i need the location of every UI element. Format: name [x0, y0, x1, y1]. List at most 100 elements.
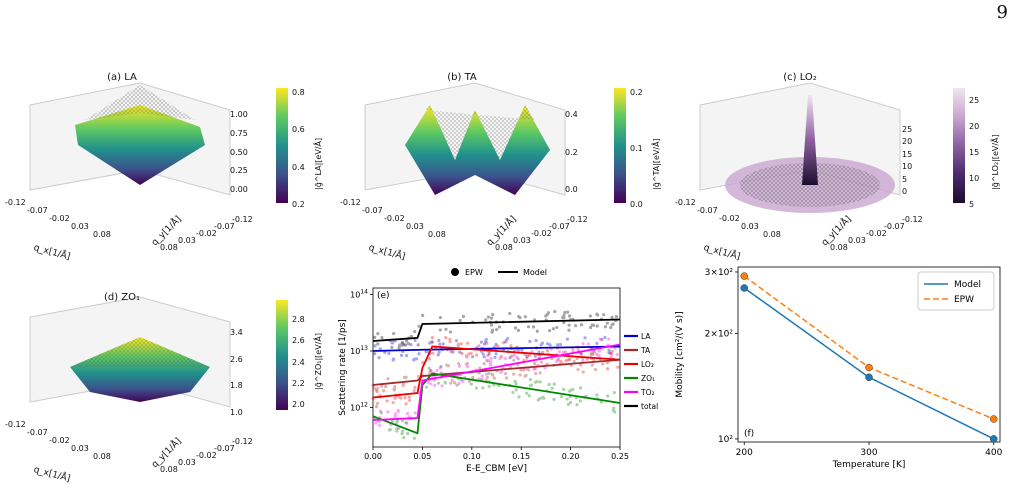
epw-point [578, 399, 583, 403]
panel_a-z-tick: 1.00 [230, 110, 248, 119]
panel_a-y-tick: 0.08 [160, 243, 178, 252]
epw-point [595, 341, 599, 345]
epw-point [455, 383, 459, 387]
epw-point [605, 361, 610, 365]
panel_d-y-tick: -0.07 [214, 444, 235, 453]
epw-point [399, 353, 404, 357]
epw-point [438, 328, 442, 332]
epw-point [412, 389, 416, 393]
epw-point [393, 414, 397, 419]
epw-point [512, 353, 516, 357]
epw-point [551, 327, 556, 331]
epw-point [393, 385, 397, 389]
epw-point [607, 348, 611, 352]
panel_b-z-tick: 0.4 [565, 110, 578, 119]
epw-point [471, 375, 475, 379]
epw-point [531, 325, 536, 329]
epw-point [503, 356, 508, 361]
epw-point [457, 362, 461, 366]
epw-point [597, 354, 601, 358]
epw-point [457, 381, 461, 385]
epw-point [412, 436, 417, 440]
epw-point [458, 318, 462, 323]
y-tick-label: 1012 [350, 401, 368, 412]
epw-point [437, 338, 441, 343]
epw-point [526, 325, 531, 329]
epw-point [610, 323, 614, 327]
epw-point [484, 318, 488, 322]
legend-label-TO₂: TO₂ [640, 388, 655, 397]
mobility-chart: 200 300 400 3×10² 2×10² 10² (f) Temperature [K]… [675, 266, 1003, 470]
epw-point [562, 387, 566, 392]
epw-point [391, 358, 395, 362]
epw-point [525, 356, 529, 360]
epw-point [392, 387, 396, 392]
epw-point [508, 311, 512, 316]
epw-point [399, 396, 403, 400]
epw-point [397, 346, 401, 350]
panel_c-cbar-tick: 20 [969, 122, 980, 131]
epw-point [548, 343, 552, 347]
epw-point [404, 339, 409, 343]
epw-point [392, 331, 396, 336]
epw-point [391, 400, 395, 405]
panel_a-z-tick: 0.00 [230, 185, 248, 194]
epw-point [552, 382, 556, 386]
epw-point [599, 400, 604, 404]
epw-point [413, 338, 417, 342]
epw-point [456, 344, 460, 348]
panel_a-cbar-tick: 0.6 [292, 125, 305, 135]
panel_b-cbar-tick: 0.1 [630, 144, 643, 153]
epw-point [467, 379, 471, 384]
epw-point [426, 380, 430, 385]
panel-b-surface [364, 82, 566, 196]
epw-point [554, 360, 559, 364]
epw-point [499, 370, 503, 375]
epw-point [561, 350, 565, 354]
epw-point [477, 377, 481, 381]
epw-point [614, 315, 618, 319]
epw-point [487, 384, 491, 389]
panel_a-cbar-tick: 0.4 [292, 162, 305, 172]
panel_d-cbar-tick: 2.2 [292, 378, 305, 388]
epw-point [565, 397, 569, 401]
epw-point [606, 367, 610, 371]
epw-point [464, 354, 469, 358]
legend-label-EPW: EPW [954, 295, 974, 305]
panel_c-z-tick: 5 [902, 174, 908, 184]
model-line-LO₂ [372, 345, 621, 399]
epw-point [424, 385, 429, 389]
epw-point [512, 358, 516, 362]
x-axis-label: Temperature [K] [832, 460, 906, 470]
epw-point [481, 352, 485, 356]
epw-point [494, 352, 498, 356]
epw-point [523, 315, 527, 319]
epw-point [548, 329, 552, 333]
panel_b-z-tick: 0.2 [565, 147, 578, 157]
epw-point [496, 344, 500, 348]
epw-point [377, 423, 382, 428]
epw-point [589, 352, 593, 357]
epw-point [489, 356, 493, 361]
epw-point [487, 372, 491, 376]
epw-point [450, 378, 454, 382]
epw-point [566, 402, 571, 406]
epw-point [523, 374, 527, 378]
epw-point [392, 388, 397, 392]
epw-point [516, 328, 521, 332]
epw-point [480, 377, 484, 381]
epw-point [524, 373, 528, 378]
epw-point [446, 364, 451, 368]
epw-point [404, 354, 409, 358]
y-axis-label: Scattering rate [1/ps] [338, 319, 348, 416]
panel_b-y-tick: -0.12 [567, 215, 588, 224]
panel_d-cbar-tick: 2.4 [292, 357, 305, 367]
epw-point [581, 358, 585, 363]
panel_a-cbar-label: |g̃^LA|[eV/Å] [314, 137, 323, 190]
epw-point [500, 369, 504, 374]
epw-point [424, 350, 428, 354]
epw-point [444, 335, 448, 340]
epw-point [471, 355, 475, 359]
epw-point [391, 340, 395, 344]
epw-point [401, 383, 405, 388]
